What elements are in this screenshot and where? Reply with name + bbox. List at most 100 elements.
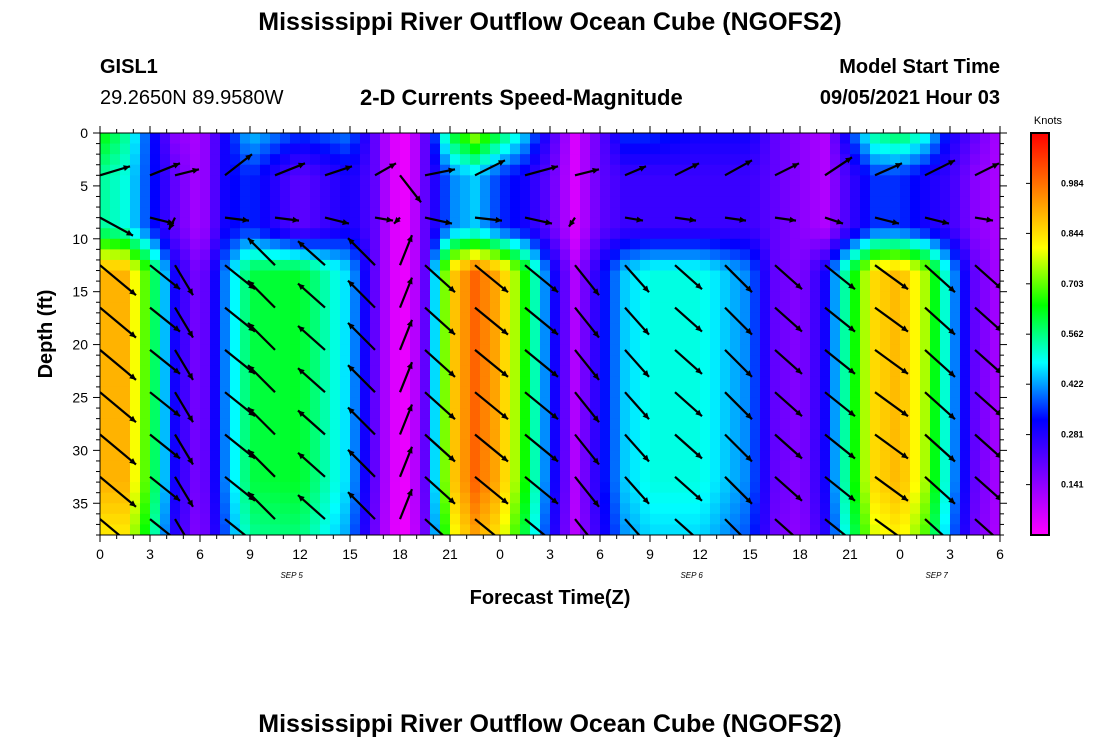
- heat-cell: [800, 513, 811, 526]
- heat-cell: [530, 259, 541, 272]
- heat-cell: [480, 471, 491, 483]
- heat-cell: [340, 365, 351, 377]
- heat-cell: [540, 344, 551, 356]
- heat-cell: [810, 386, 821, 399]
- heat-cell: [330, 492, 341, 504]
- heat-cell: [880, 471, 891, 483]
- heat-cell: [180, 228, 191, 240]
- heat-cell: [730, 143, 741, 155]
- heat-cell: [290, 429, 301, 441]
- heat-cell: [710, 312, 721, 325]
- heat-cell: [360, 164, 371, 176]
- heat-cell: [800, 207, 811, 219]
- heat-cell: [290, 207, 301, 219]
- heat-cell: [450, 249, 461, 261]
- heat-cell: [890, 249, 901, 261]
- heat-cell: [220, 175, 231, 187]
- heat-cell: [330, 185, 341, 198]
- heat-cell: [320, 397, 331, 409]
- heat-cell: [630, 376, 641, 388]
- heat-cell: [270, 302, 281, 314]
- heat-cell: [890, 524, 901, 535]
- heat-cell: [910, 133, 921, 145]
- heat-cell: [440, 503, 451, 515]
- heat-cell: [120, 302, 131, 314]
- heat-cell: [940, 355, 951, 367]
- heat-cell: [960, 439, 971, 451]
- heat-cell: [270, 228, 281, 240]
- heat-cell: [260, 259, 271, 272]
- heat-cell: [310, 143, 321, 155]
- heat-cell: [280, 386, 291, 399]
- heat-cell: [690, 143, 701, 155]
- heat-cell: [790, 513, 801, 526]
- heat-cell: [140, 259, 151, 272]
- heat-cell: [210, 196, 221, 208]
- heat-cell: [490, 482, 501, 494]
- heat-cell: [110, 397, 121, 409]
- heat-cell: [710, 207, 721, 219]
- heat-cell: [330, 217, 341, 229]
- heat-cell: [220, 185, 231, 198]
- heat-cell: [540, 302, 551, 314]
- heat-cell: [680, 270, 691, 282]
- heat-cell: [930, 143, 941, 155]
- heat-cell: [370, 450, 381, 462]
- heat-cell: [120, 460, 131, 473]
- heat-cell: [880, 418, 891, 430]
- heat-cell: [810, 376, 821, 388]
- heat-cell: [450, 344, 461, 356]
- heat-cell: [770, 334, 781, 346]
- heat-cell: [940, 408, 951, 420]
- heat-cell: [340, 154, 351, 166]
- heat-cell: [360, 323, 371, 335]
- heat-cell: [150, 524, 161, 535]
- heat-cell: [180, 185, 191, 198]
- heat-cell: [830, 312, 841, 325]
- heat-cell: [870, 207, 881, 219]
- heat-cell: [710, 228, 721, 240]
- heat-cell: [340, 228, 351, 240]
- heat-cell: [410, 334, 421, 346]
- heat-cell: [320, 482, 331, 494]
- heat-cell: [330, 524, 341, 535]
- heat-cell: [950, 259, 961, 272]
- heat-cell: [910, 238, 921, 250]
- heat-cell: [530, 207, 541, 219]
- heat-cell: [610, 492, 621, 504]
- heat-cell: [960, 249, 971, 261]
- heat-cell: [210, 429, 221, 441]
- heat-cell: [300, 196, 311, 208]
- heat-cell: [530, 228, 541, 240]
- heat-cell: [580, 439, 591, 451]
- heat-cell: [200, 281, 211, 293]
- heat-cell: [140, 450, 151, 462]
- heat-cell: [310, 323, 321, 335]
- heat-cell: [370, 133, 381, 145]
- heat-cell: [660, 270, 671, 282]
- heat-cell: [560, 471, 571, 483]
- heat-cell: [460, 238, 471, 250]
- heat-cell: [830, 503, 841, 515]
- heat-cell: [710, 376, 721, 388]
- heat-cell: [300, 302, 311, 314]
- heat-cell: [440, 408, 451, 420]
- heat-cell: [230, 281, 241, 293]
- heat-cell: [920, 323, 931, 335]
- heat-cell: [650, 185, 661, 198]
- heat-cell: [600, 175, 611, 187]
- heat-cell: [130, 376, 141, 388]
- heat-cell: [570, 185, 581, 198]
- heat-cell: [480, 418, 491, 430]
- heat-cell: [540, 291, 551, 303]
- heat-cell: [260, 386, 271, 399]
- current-arrow: [174, 391, 194, 423]
- heat-cell: [720, 376, 731, 388]
- heat-cell: [680, 355, 691, 367]
- current-arrow: [247, 449, 276, 478]
- heat-cell: [430, 185, 441, 198]
- heat-cell: [730, 259, 741, 272]
- heat-cell: [640, 270, 651, 282]
- current-arrow: [774, 264, 803, 291]
- heat-cell: [290, 154, 301, 166]
